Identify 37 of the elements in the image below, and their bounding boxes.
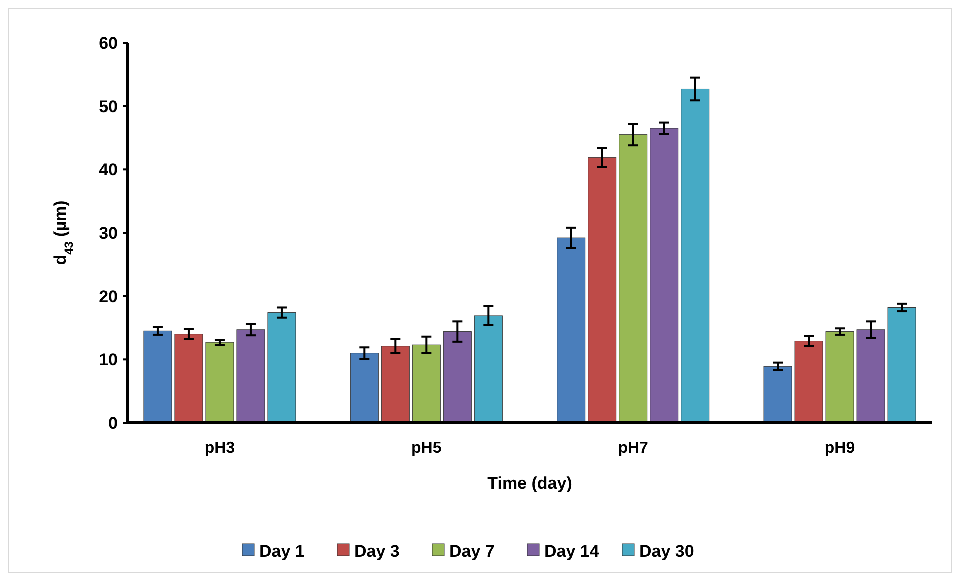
- bar: [236, 330, 266, 424]
- bar: [350, 353, 379, 424]
- bar: [268, 312, 296, 424]
- bar: [381, 346, 410, 424]
- bar: [650, 128, 679, 424]
- y-tick-label: 30: [99, 224, 118, 243]
- bar: [174, 334, 204, 424]
- x-tick-label: pH7: [618, 440, 649, 457]
- bar: [856, 330, 886, 424]
- legend-label: Day 7: [450, 542, 495, 561]
- legend-label: Day 3: [354, 542, 400, 561]
- legend-label: Day 1: [260, 542, 305, 561]
- x-tick-label: pH3: [204, 440, 236, 457]
- y-tick-label: 40: [99, 160, 118, 180]
- bar: [794, 341, 824, 424]
- bar: [588, 157, 617, 424]
- bar: [443, 332, 472, 424]
- y-tick-label: 0: [108, 414, 118, 433]
- bar: [826, 332, 854, 424]
- bar: [474, 316, 503, 424]
- x-tick-label: pH5: [412, 440, 442, 457]
- bar: [619, 134, 648, 424]
- legend-label: Day 14: [544, 542, 600, 561]
- y-tick-label: 10: [99, 350, 118, 370]
- bar: [681, 88, 710, 424]
- y-tick-label: 60: [99, 34, 118, 53]
- bar: [888, 307, 916, 424]
- y-tick-label: 20: [99, 287, 118, 306]
- bar: [412, 344, 441, 424]
- x-axis-title: Time (day): [488, 474, 572, 493]
- y-tick-label: 50: [99, 97, 118, 116]
- legend-label: Day 30: [640, 542, 694, 561]
- bar: [206, 342, 234, 424]
- bar: [557, 238, 586, 424]
- bar: [764, 366, 792, 424]
- bar: [144, 330, 172, 424]
- x-tick-label: pH9: [824, 440, 856, 457]
